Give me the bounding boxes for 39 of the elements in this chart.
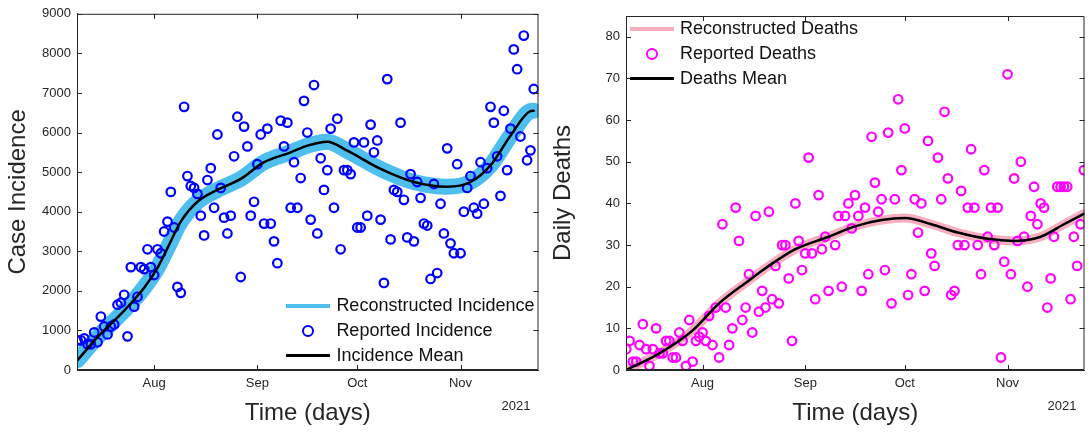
x-tick-label: Nov	[995, 375, 1020, 391]
y-tick-label: 0	[612, 361, 620, 377]
y-tick-label: 40	[605, 194, 620, 210]
y-tick-label: 2000	[42, 282, 71, 298]
y-tick-label: 50	[605, 153, 620, 169]
x-axis-title: Time (days)	[792, 398, 919, 426]
x-tick-label: Sep	[245, 375, 269, 391]
legend-label: Reported Incidence	[336, 319, 493, 342]
legend-label: Incidence Mean	[336, 344, 464, 367]
y-tick-label: 5000	[42, 163, 71, 179]
x-tick-label: Oct	[894, 375, 916, 391]
y-tick-label: 8000	[42, 44, 71, 60]
y-tick-label: 80	[605, 28, 620, 44]
y-tick-label: 30	[605, 236, 620, 252]
y-tick-label: 20	[605, 278, 620, 294]
y-tick-label: 60	[605, 111, 620, 127]
legend-label: Reconstructed Incidence	[336, 294, 535, 317]
text: 2021	[501, 398, 531, 413]
x-tick-label: Aug	[690, 375, 715, 391]
x-tick-label: Nov	[448, 375, 473, 391]
y-axis-title: Case Incidence	[3, 109, 31, 275]
y-tick-label: 7000	[42, 84, 71, 100]
legend-label: Deaths Mean	[680, 67, 788, 90]
legend-label: Reported Deaths	[680, 42, 817, 65]
y-tick-label: 10	[605, 319, 620, 335]
y-tick-label: 0	[63, 361, 71, 377]
text: 2021	[1047, 398, 1077, 413]
x-axis-title: Time (days)	[244, 398, 371, 426]
y-tick-label: 70	[605, 70, 620, 86]
y-axis-title: Daily Deaths	[548, 124, 576, 262]
y-tick-label: 1000	[42, 322, 71, 337]
y-tick-label: 4000	[42, 203, 71, 219]
y-tick-label: 3000	[42, 242, 71, 258]
x-tick-label: Sep	[793, 375, 817, 391]
legend-label: Reconstructed Deaths	[680, 17, 859, 40]
x-tick-label: Oct	[347, 375, 368, 391]
y-tick-label: 6000	[42, 124, 71, 140]
x-tick-label: Aug	[142, 375, 166, 391]
y-tick-label: 9000	[42, 5, 71, 21]
